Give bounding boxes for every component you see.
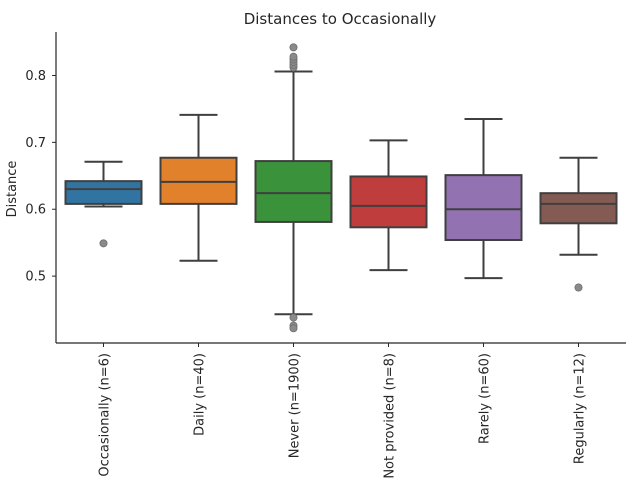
x-tick-label: Regularly (n=12) <box>573 353 588 464</box>
box-iqr <box>159 156 238 205</box>
outlier-point <box>289 52 298 61</box>
plot-area: 0.5 0.6 0.7 0.8 Occasionally (n=6) Daily (n=4… <box>25 32 626 479</box>
x-tick-label: Occasionally (n=6) <box>98 353 113 477</box>
x-tick-label: Daily (n=40) <box>193 353 208 436</box>
y-tick-label: 0.6 <box>25 203 46 218</box>
outlier-point <box>289 313 298 322</box>
box-iqr <box>349 175 428 229</box>
chart-title: Distances to Occasionally <box>244 10 437 28</box>
outlier-point <box>289 324 298 333</box>
x-tick-label: Rarely (n=60) <box>478 353 493 444</box>
y-tick-label: 0.5 <box>25 270 46 285</box>
x-tick-label: Never (n=1900) <box>288 353 303 458</box>
y-tick-label: 0.8 <box>25 69 46 84</box>
box-iqr <box>64 180 143 205</box>
box-iqr <box>539 192 618 225</box>
outlier-point <box>574 283 583 292</box>
box-iqr <box>444 174 523 242</box>
outlier-point <box>99 239 108 248</box>
box-iqr <box>254 160 333 223</box>
outlier-point <box>289 43 298 52</box>
y-tick-label: 0.7 <box>25 136 46 151</box>
x-tick-label: Not provided (n=8) <box>383 353 398 479</box>
y-axis-label: Distance <box>5 161 20 218</box>
